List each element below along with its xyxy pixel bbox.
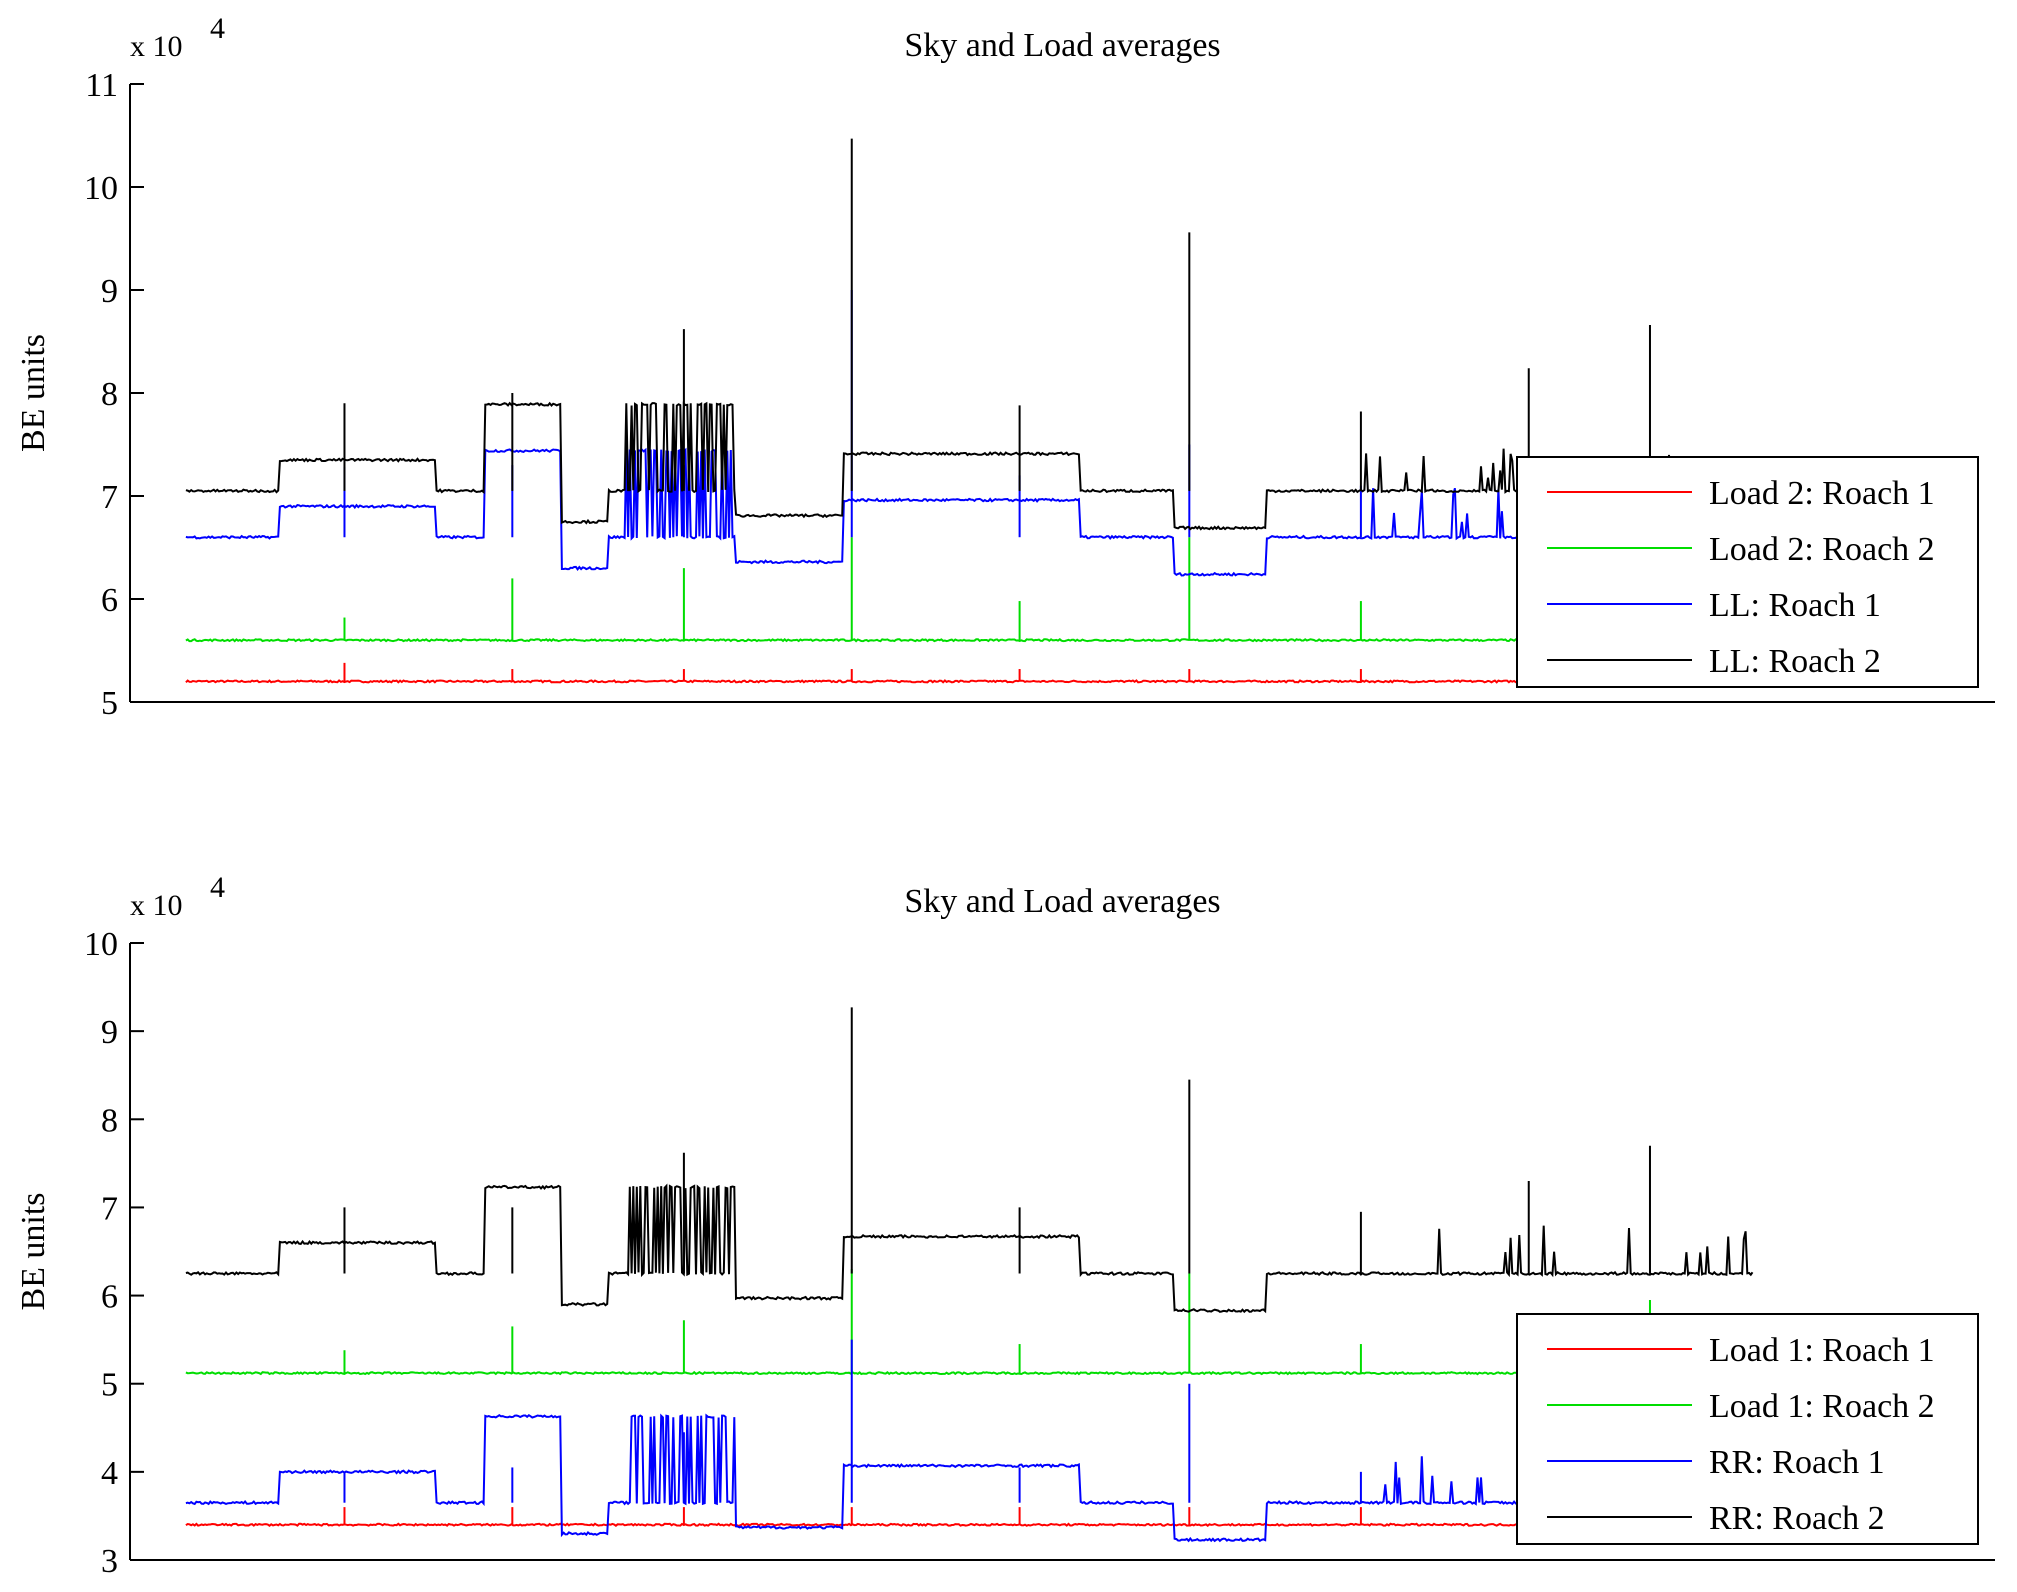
- y-axis-label: BE units: [15, 334, 52, 452]
- y-tick-label: 7: [101, 479, 118, 516]
- y-tick-label: 10: [84, 926, 118, 963]
- y-tick-label: 8: [101, 1102, 118, 1139]
- legend-label: RR: Roach 1: [1709, 1444, 1885, 1481]
- y-tick-label: 10: [84, 170, 118, 207]
- series-line: [185, 1522, 1753, 1527]
- y-axis-label: BE units: [15, 1192, 52, 1310]
- legend-box: [1516, 456, 1979, 688]
- series-line: [185, 679, 1753, 684]
- legend-box: [1516, 1313, 1979, 1545]
- y-tick-label: 11: [85, 67, 118, 104]
- y-tick-label: 5: [101, 1367, 118, 1404]
- chart-title: Sky and Load averages: [904, 27, 1220, 64]
- series-line: [185, 447, 1754, 577]
- series-line: [185, 1413, 1753, 1543]
- legend-label: LL: Roach 1: [1709, 587, 1881, 624]
- y-multiplier-exponent: 4: [210, 12, 225, 45]
- legend-label: Load 2: Roach 2: [1709, 531, 1935, 568]
- chart-title: Sky and Load averages: [904, 883, 1220, 920]
- series-line: [185, 401, 1753, 531]
- legend-label: Load 1: Roach 1: [1709, 1332, 1935, 1369]
- legend-label: Load 1: Roach 2: [1709, 1388, 1935, 1425]
- chart-panel-bottom: Sky and Load averages BE units x 10 4 3 4 5 6 7 8…: [15, 871, 1995, 1580]
- chart-panel-top: Sky and Load averages BE units x 10 4 5 6 7 8 9 1…: [15, 12, 1995, 722]
- y-tick-label: 9: [101, 273, 118, 310]
- y-tick-label: 6: [101, 582, 118, 619]
- y-tick-label: 7: [101, 1190, 118, 1227]
- series-line: [185, 1370, 1753, 1376]
- y-multiplier-exponent: 4: [210, 871, 225, 904]
- y-multiplier: x 10: [130, 30, 183, 63]
- series-line: [185, 637, 1753, 643]
- y-tick-label: 5: [101, 685, 118, 722]
- y-tick-label: 8: [101, 376, 118, 413]
- legend-label: Load 2: Roach 1: [1709, 475, 1935, 512]
- y-tick-label: 9: [101, 1014, 118, 1051]
- y-tick-label: 6: [101, 1279, 118, 1316]
- y-tick-label: 4: [101, 1455, 118, 1492]
- y-multiplier: x 10: [130, 889, 183, 922]
- legend-label: LL: Roach 2: [1709, 643, 1881, 680]
- y-tick-label: 3: [101, 1543, 118, 1580]
- series-line: [185, 1183, 1754, 1314]
- legend-label: RR: Roach 2: [1709, 1500, 1885, 1537]
